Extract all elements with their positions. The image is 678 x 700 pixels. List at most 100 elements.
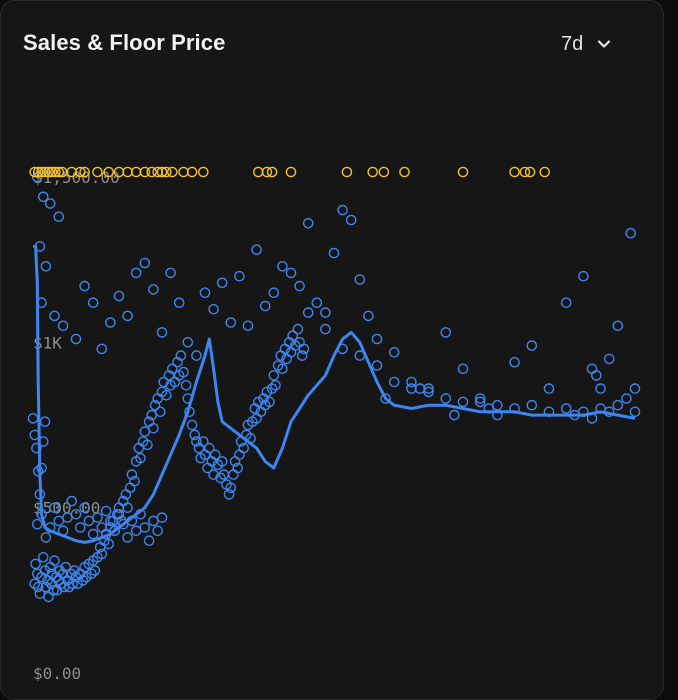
sale-point[interactable] — [629, 406, 641, 418]
listing-point[interactable] — [122, 166, 133, 178]
sale-point[interactable] — [191, 436, 202, 447]
listing-point[interactable] — [186, 166, 198, 178]
sale-point[interactable] — [509, 356, 520, 368]
sale-point[interactable] — [70, 508, 82, 520]
sale-point[interactable] — [166, 363, 178, 375]
sale-point[interactable] — [595, 383, 606, 394]
sale-point[interactable] — [268, 370, 280, 381]
sale-point[interactable] — [92, 512, 103, 523]
sale-point[interactable] — [287, 330, 299, 342]
sale-point[interactable] — [139, 257, 151, 269]
sale-point[interactable] — [216, 456, 228, 467]
sale-point[interactable] — [199, 287, 211, 299]
sale-point[interactable] — [43, 591, 54, 603]
sale-point[interactable] — [337, 204, 348, 216]
sale-point[interactable] — [96, 522, 108, 533]
sale-point[interactable] — [39, 565, 51, 576]
sale-point[interactable] — [228, 469, 239, 480]
sale-point[interactable] — [225, 317, 237, 328]
listing-point[interactable] — [46, 166, 58, 178]
sale-point[interactable] — [30, 558, 41, 570]
sale-point[interactable] — [209, 449, 221, 461]
sale-point[interactable] — [474, 396, 486, 408]
sale-point[interactable] — [259, 300, 271, 312]
sale-point[interactable] — [560, 403, 572, 414]
sale-point[interactable] — [203, 442, 215, 454]
sale-point[interactable] — [292, 323, 304, 335]
sale-point[interactable] — [32, 465, 44, 477]
sale-point[interactable] — [216, 277, 228, 289]
sale-point[interactable] — [79, 280, 90, 292]
sale-point[interactable] — [38, 552, 49, 563]
sale-point[interactable] — [249, 403, 261, 414]
sale-point[interactable] — [270, 379, 281, 391]
sale-point[interactable] — [53, 515, 65, 527]
sale-point[interactable] — [49, 555, 60, 566]
sale-point[interactable] — [242, 320, 254, 332]
sale-point[interactable] — [53, 211, 65, 222]
sale-point[interactable] — [49, 310, 60, 322]
listing-point[interactable] — [43, 166, 54, 178]
sale-point[interactable] — [457, 363, 469, 375]
sale-point[interactable] — [586, 363, 598, 375]
sale-point[interactable] — [173, 297, 185, 309]
sale-point[interactable] — [345, 214, 357, 226]
listing-point[interactable] — [146, 166, 157, 178]
listing-point[interactable] — [252, 166, 264, 178]
sale-point[interactable] — [66, 495, 77, 507]
sale-point[interactable] — [283, 336, 295, 348]
sale-point[interactable] — [492, 399, 503, 411]
sale-point[interactable] — [603, 353, 615, 365]
sale-point[interactable] — [457, 396, 469, 408]
listing-point[interactable] — [53, 166, 65, 178]
listing-point[interactable] — [509, 166, 520, 178]
sale-point[interactable] — [258, 393, 269, 404]
sale-point[interactable] — [440, 327, 452, 338]
sale-point[interactable] — [148, 422, 159, 434]
sale-point[interactable] — [320, 323, 331, 335]
sale-point[interactable] — [160, 389, 172, 401]
listing-point[interactable] — [79, 166, 90, 178]
sale-point[interactable] — [612, 399, 624, 411]
sale-point[interactable] — [54, 565, 66, 576]
sale-point[interactable] — [252, 396, 264, 408]
sale-point[interactable] — [96, 548, 108, 560]
sale-point[interactable] — [261, 386, 273, 398]
sale-point[interactable] — [36, 571, 47, 583]
sale-point[interactable] — [380, 393, 391, 404]
sale-point[interactable] — [122, 532, 133, 543]
sale-point[interactable] — [57, 320, 69, 332]
sale-point[interactable] — [49, 502, 60, 514]
sale-point[interactable] — [208, 303, 219, 315]
sale-point[interactable] — [302, 307, 314, 318]
sale-point[interactable] — [625, 227, 637, 239]
sale-point[interactable] — [296, 350, 308, 361]
sale-point[interactable] — [238, 442, 249, 454]
sale-point[interactable] — [122, 502, 133, 514]
sale-point[interactable] — [320, 307, 331, 318]
sale-point[interactable] — [86, 568, 97, 580]
sale-point[interactable] — [87, 528, 99, 540]
sale-point[interactable] — [158, 376, 169, 388]
listing-point[interactable] — [139, 166, 151, 178]
sale-point[interactable] — [414, 383, 426, 394]
sale-point[interactable] — [363, 310, 374, 322]
sale-point[interactable] — [29, 578, 41, 590]
sale-point[interactable] — [139, 522, 151, 533]
sale-point[interactable] — [206, 456, 218, 467]
sale-point[interactable] — [143, 535, 155, 547]
sale-point[interactable] — [94, 542, 106, 553]
listing-point[interactable] — [261, 166, 273, 178]
sale-point[interactable] — [100, 505, 112, 517]
listing-point[interactable] — [178, 166, 189, 178]
listing-point[interactable] — [457, 166, 469, 178]
sale-point[interactable] — [591, 370, 602, 381]
sale-point[interactable] — [89, 565, 101, 576]
listing-point[interactable] — [29, 166, 41, 178]
sale-point[interactable] — [388, 376, 400, 388]
sale-point[interactable] — [474, 393, 486, 404]
sale-point[interactable] — [172, 356, 183, 368]
sale-point[interactable] — [87, 297, 99, 309]
listing-point[interactable] — [166, 166, 178, 178]
listing-point[interactable] — [92, 166, 103, 178]
